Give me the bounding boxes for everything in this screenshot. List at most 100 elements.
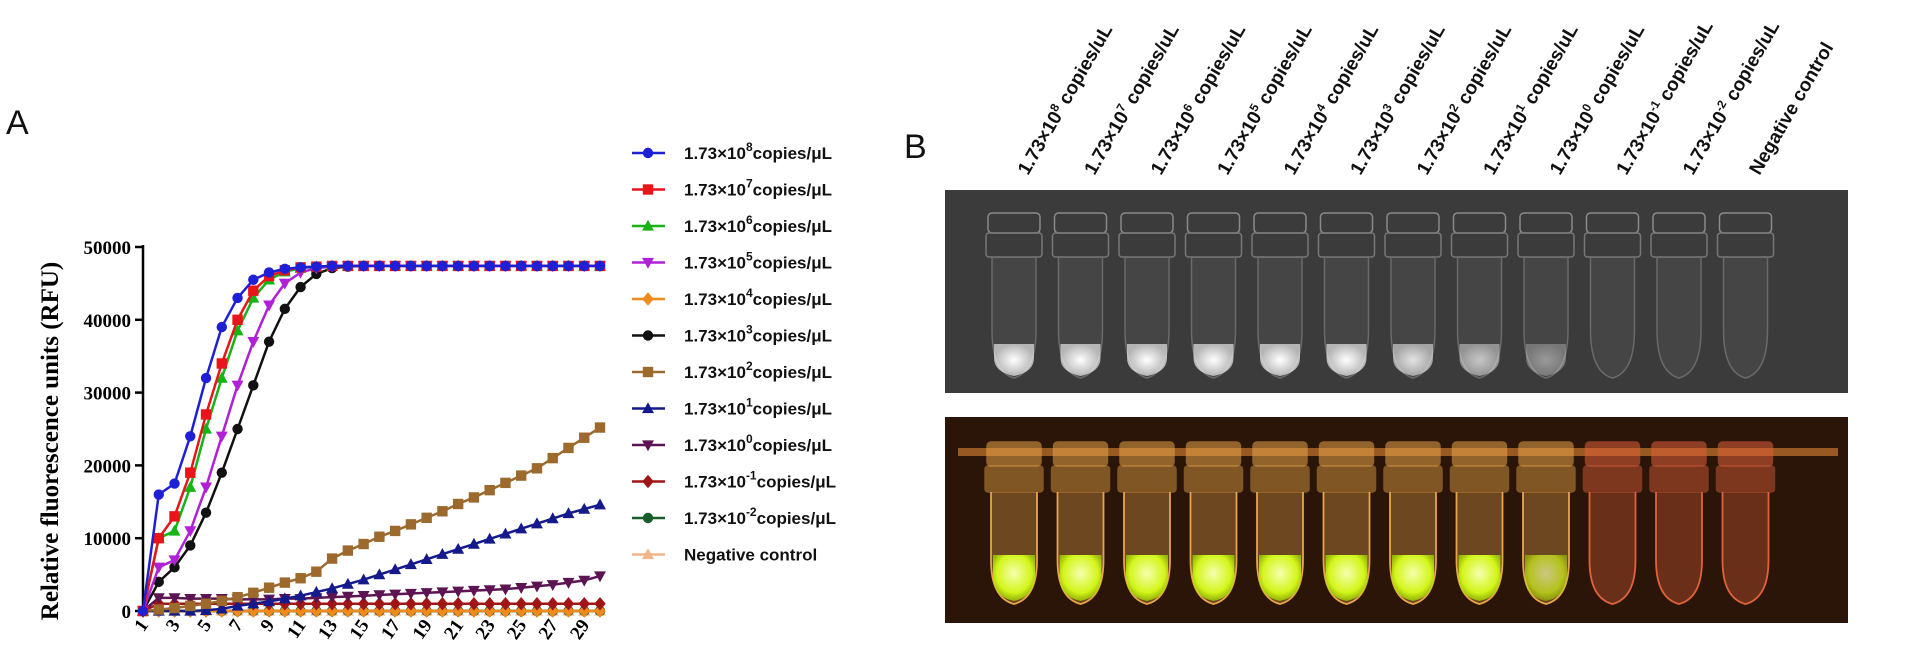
- data-point: [579, 260, 590, 272]
- data-point: [311, 261, 322, 272]
- tube-fluorescence: [1060, 344, 1101, 376]
- legend-label: 1.73×10-2copies/μL: [684, 505, 836, 528]
- data-point: [152, 593, 165, 605]
- data-point: [436, 604, 449, 618]
- data-point: [547, 260, 558, 272]
- data-point: [185, 467, 196, 478]
- data-point: [515, 604, 527, 618]
- data-point: [437, 260, 448, 272]
- tube-cap: [1584, 441, 1641, 467]
- tube-rim: [1183, 465, 1244, 493]
- x-tick-label: 21: [440, 616, 468, 644]
- data-point: [531, 463, 543, 474]
- data-point: [578, 604, 590, 618]
- data-point: [594, 571, 606, 583]
- data-point: [153, 576, 164, 588]
- data-point: [200, 507, 212, 518]
- y-tick-label: 30000: [84, 384, 132, 405]
- legend-item: 1.73×103copies/μL: [632, 323, 832, 346]
- color-tube: [1449, 441, 1510, 605]
- data-point: [200, 482, 213, 494]
- x-tick-label: 17: [377, 615, 405, 643]
- color-tube: [1715, 441, 1776, 605]
- data-point: [184, 593, 197, 605]
- x-tick-label: 25: [503, 616, 531, 644]
- legend-label: 1.73×105copies/μL: [684, 250, 832, 273]
- data-point: [389, 260, 401, 272]
- tube-rim: [1715, 465, 1776, 493]
- data-point: [326, 260, 338, 272]
- data-point: [278, 592, 291, 604]
- tube-fluorescence: [994, 344, 1034, 376]
- gray-tube: [1251, 212, 1309, 379]
- data-point: [452, 542, 465, 554]
- data-point: [357, 573, 370, 585]
- x-tick-label: 19: [409, 616, 437, 644]
- data-point: [153, 604, 164, 615]
- series-5: [137, 260, 606, 617]
- data-point: [546, 580, 559, 592]
- tube-fluorescence: [1459, 344, 1500, 376]
- data-point: [184, 481, 197, 492]
- data-point: [326, 553, 338, 564]
- series-line: [141, 264, 600, 612]
- series-line: [142, 426, 601, 613]
- data-point: [515, 583, 528, 594]
- data-point: [216, 595, 227, 607]
- legend-label: 1.73×108copies/μL: [684, 140, 832, 163]
- data-point: [420, 596, 433, 611]
- series-3: [137, 261, 606, 618]
- data-point: [295, 281, 306, 293]
- x-tick-label: 5: [193, 616, 216, 636]
- legend-item: 1.73×101copies/μL: [632, 396, 832, 419]
- data-point: [374, 260, 385, 272]
- legend-label: 1.73×102copies/μL: [684, 359, 832, 382]
- tube-fluorescence: [1127, 344, 1167, 376]
- y-axis-label: Relative fluorescence units (RFU): [37, 262, 64, 620]
- data-point: [295, 262, 306, 273]
- tube-rim: [1051, 232, 1110, 258]
- legend-label: 1.73×107copies/μL: [684, 177, 832, 200]
- data-point: [215, 371, 228, 383]
- y-tick-label: 40000: [84, 311, 132, 332]
- legend-marker: [642, 184, 654, 195]
- data-point: [231, 324, 244, 336]
- tube-fluorescence: [1192, 555, 1235, 601]
- data-point: [263, 595, 276, 607]
- tube-rim: [985, 232, 1043, 258]
- tube-rim: [984, 465, 1044, 493]
- legend-item: 1.73×105copies/μL: [632, 250, 832, 273]
- series-line: [141, 264, 600, 612]
- x-tick-label: 29: [566, 616, 594, 644]
- legend-marker: [642, 548, 654, 560]
- data-point: [420, 604, 433, 618]
- data-point: [594, 422, 606, 433]
- tube-rim: [1050, 465, 1111, 493]
- legend-marker: [642, 440, 654, 452]
- data-point: [594, 604, 606, 618]
- data-point: [483, 604, 496, 618]
- data-point: [168, 524, 181, 536]
- tube-rim: [1316, 465, 1377, 493]
- tube-rim: [1716, 232, 1775, 258]
- color-tube: [1117, 441, 1177, 605]
- data-point: [468, 604, 480, 618]
- data-point: [531, 604, 543, 618]
- data-point: [530, 517, 543, 529]
- x-tick-label: 15: [346, 616, 374, 644]
- color-tube: [1316, 441, 1377, 605]
- data-point: [437, 506, 448, 517]
- tube-fluorescence: [1526, 344, 1566, 376]
- legend-label: 1.73×10-1copies/μL: [684, 469, 836, 492]
- data-point: [295, 573, 306, 584]
- panel-b: 1.73×108 copies/uL1.73×107 copies/uL1.73…: [945, 17, 1848, 623]
- data-point: [185, 540, 196, 551]
- color-tube: [1516, 441, 1576, 605]
- data-point: [530, 581, 543, 593]
- color-tube: [1582, 441, 1643, 605]
- data-point: [169, 602, 180, 614]
- gray-tube: [1384, 212, 1442, 379]
- tube-cap: [1451, 441, 1508, 467]
- data-point: [515, 522, 528, 534]
